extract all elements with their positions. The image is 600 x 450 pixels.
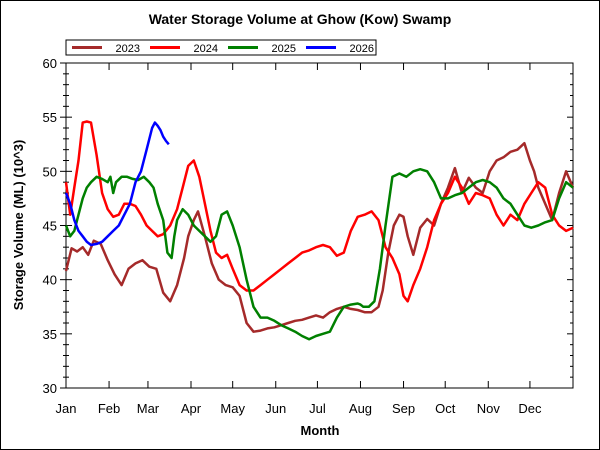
- y-tick-label: 60: [43, 56, 57, 71]
- x-tick-label: Mar: [137, 401, 160, 416]
- x-tick-label: Nov: [477, 401, 501, 416]
- x-tick-label: Apr: [181, 401, 202, 416]
- x-tick-label: Feb: [98, 401, 120, 416]
- y-tick-label: 30: [43, 381, 57, 396]
- chart-title: Water Storage Volume at Ghow (Kow) Swamp: [149, 11, 452, 27]
- x-tick-label: Oct: [435, 401, 456, 416]
- x-axis: Jan Feb Mar Apr May Jun Jul Aug Sep Oct Nov Dec: [56, 63, 574, 416]
- series-line-2024: [64, 120, 574, 303]
- legend-box: [65, 39, 377, 56]
- legend-label-2025: 2025: [272, 43, 296, 55]
- legend: 2023 2024 2025 2026: [65, 39, 377, 56]
- x-tick-label: May: [220, 401, 245, 416]
- y-tick-label: 40: [43, 273, 57, 288]
- x-axis-label: Month: [301, 423, 340, 438]
- legend-label-2024: 2024: [194, 43, 218, 55]
- y-axis: 30 35 40 45 50 55 60: [43, 56, 573, 396]
- x-tick-label: Jan: [56, 401, 77, 416]
- plot-area: [65, 62, 574, 389]
- series-layer: [64, 120, 575, 341]
- y-tick-label: 55: [43, 110, 57, 125]
- series-line-2026: [64, 121, 170, 247]
- x-tick-label: Dec: [518, 401, 542, 416]
- legend-label-2023: 2023: [116, 43, 140, 55]
- x-tick-label: Aug: [349, 401, 372, 416]
- y-tick-label: 35: [43, 327, 57, 342]
- x-tick-label: Jun: [265, 401, 286, 416]
- legend-label-2026: 2026: [350, 43, 374, 55]
- y-tick-label: 45: [43, 219, 57, 234]
- y-tick-label: 50: [43, 164, 57, 179]
- series-line-2025: [64, 167, 574, 341]
- x-tick-label: Sep: [392, 401, 415, 416]
- x-tick-label: Jul: [309, 401, 326, 416]
- y-axis-label: Storage Volume (ML) (10^3): [11, 140, 26, 311]
- series-line-2023: [64, 141, 575, 333]
